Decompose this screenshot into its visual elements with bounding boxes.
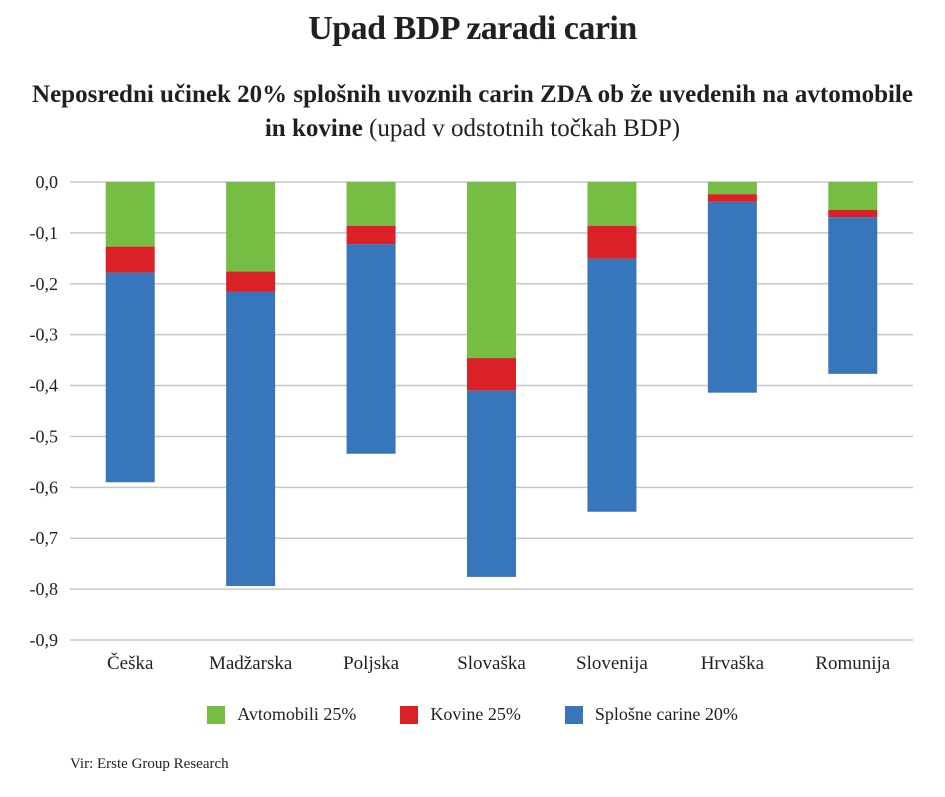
x-tick-label: Poljska — [343, 653, 400, 674]
bar-segment-splosne-carine — [828, 217, 878, 374]
y-tick-label: -0,4 — [30, 376, 59, 396]
bar-segment-kovine — [467, 358, 516, 391]
y-tick-label: -0,2 — [30, 274, 59, 294]
bar-segment-avtomobili — [707, 182, 757, 195]
bar-segment-avtomobili — [828, 182, 878, 210]
x-tick-label: Hrvaška — [701, 653, 765, 674]
bar-segment-avtomobili — [587, 182, 637, 226]
legend-item-kovine: Kovine 25% — [400, 704, 521, 725]
y-tick-label: -0,6 — [30, 477, 59, 497]
bars — [105, 182, 878, 587]
subtitle-bold: Neposredni učinek 20% splošnih uvoznih c… — [32, 81, 913, 142]
bar-segment-splosne-carine — [467, 390, 516, 577]
legend-swatch-avtomobili — [207, 705, 226, 724]
bar-segment-kovine — [105, 246, 155, 273]
legend: Avtomobili 25% Kovine 25% Splošne carine… — [0, 704, 945, 725]
bar-segment-kovine — [828, 209, 878, 218]
bar-segment-kovine — [346, 225, 396, 245]
legend-item-splosne-carine: Splošne carine 20% — [564, 704, 738, 725]
y-tick-label: -0,3 — [30, 325, 59, 345]
bar-segment-splosne-carine — [587, 258, 637, 512]
y-tick-label: 0,0 — [36, 172, 59, 192]
bar-segment-avtomobili — [226, 182, 276, 272]
legend-item-avtomobili: Avtomobili 25% — [207, 704, 356, 725]
x-tick-label: Slovenija — [576, 653, 648, 674]
bar-segment-splosne-carine — [346, 244, 396, 454]
bar-segment-kovine — [587, 225, 637, 259]
y-tick-label: -0,8 — [30, 579, 59, 599]
bar-segment-kovine — [226, 271, 276, 292]
x-tick-label: Češka — [107, 652, 154, 674]
y-tick-label: -0,7 — [30, 528, 59, 548]
x-tick-label: Romunija — [815, 653, 891, 674]
y-tick-label: -0,9 — [30, 630, 59, 650]
legend-label-kovine: Kovine 25% — [430, 704, 521, 724]
source-note: Vir: Erste Group Research — [70, 756, 229, 772]
x-tick-label: Slovaška — [457, 653, 526, 674]
legend-swatch-splosne-carine — [564, 705, 583, 724]
chart-title: Upad BDP zaradi carin — [308, 10, 637, 47]
bar-segment-splosne-carine — [226, 291, 276, 587]
bar-segment-kovine — [707, 194, 757, 202]
bar-segment-splosne-carine — [707, 201, 757, 393]
bar-segment-avtomobili — [346, 182, 396, 226]
subtitle-unit: (upad v odstotnih točkah BDP) — [369, 115, 681, 142]
legend-label-avtomobili: Avtomobili 25% — [237, 704, 357, 724]
bar-segment-avtomobili — [105, 182, 155, 247]
x-tick-label: Madžarska — [209, 653, 293, 674]
stacked-bar-chart: 0,0-0,1-0,2-0,3-0,4-0,5-0,6-0,7-0,8-0,9 … — [30, 172, 913, 674]
bar-segment-avtomobili — [467, 182, 516, 359]
y-tick-label: -0,1 — [30, 223, 59, 243]
chart-subtitle: Neposredni učinek 20% splošnih uvoznih c… — [30, 78, 915, 146]
x-axis-labels: Češka Madžarska Poljska Slovaška Slovenija Hr… — [107, 652, 891, 674]
legend-label-splosne-carine: Splošne carine 20% — [594, 704, 738, 724]
y-axis-ticks: 0,0 -0,1 -0,2 -0,3 -0,4 -0,5 -0,6 -0,7 -0,8 -0,9 — [30, 172, 59, 650]
y-tick-label: -0,5 — [30, 426, 59, 446]
bar-segment-splosne-carine — [105, 272, 155, 483]
legend-swatch-kovine — [400, 705, 419, 724]
